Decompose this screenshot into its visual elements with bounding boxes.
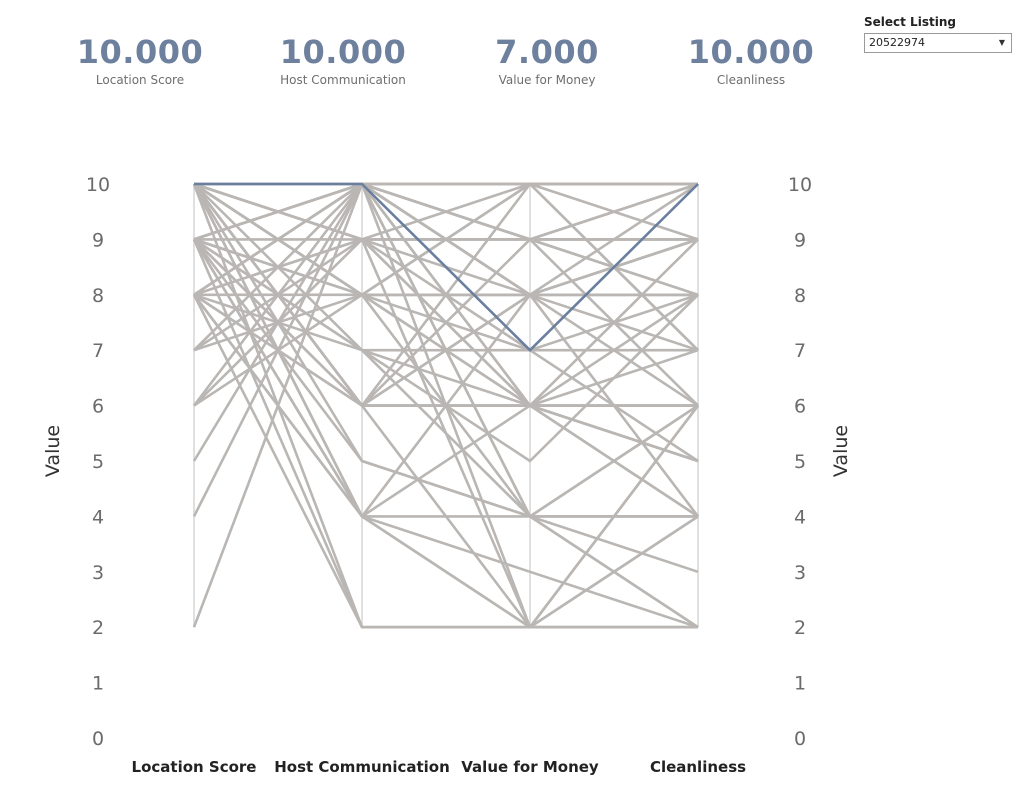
selector-label: Select Listing — [864, 15, 956, 29]
y-tick-label-left: 0 — [92, 728, 104, 750]
kpi-value: 10.000 — [279, 33, 407, 71]
kpi-location-score: 10.000 Location Score — [40, 32, 240, 87]
kpi-value: 10.000 — [76, 33, 204, 71]
y-tick-label-right: 0 — [794, 728, 806, 750]
kpi-label: Location Score — [95, 73, 185, 87]
y-tick-label-left: 4 — [92, 506, 104, 528]
series-line — [192, 183, 698, 518]
highlight-line — [194, 182, 699, 352]
listing-dropdown[interactable]: 20522974 ▼ — [864, 33, 1012, 53]
kpi-label: Host Communication — [280, 73, 406, 87]
y-axis-title-left: Value — [42, 425, 64, 477]
y-tick-label-right: 7 — [794, 340, 806, 362]
y-tick-label-right: 6 — [794, 396, 806, 418]
kpi-value: 7.000 — [495, 33, 599, 71]
y-tick-label-left: 2 — [92, 617, 104, 639]
y-tick-label-right: 5 — [794, 451, 806, 473]
kpi-value: 10.000 — [687, 33, 815, 71]
dimension-label: Location Score — [132, 758, 257, 776]
dimension-label: Value for Money — [461, 758, 599, 776]
labels-layer: 0 0 1 1 2 2 3 3 4 4 5 5 6 6 7 7 8 8 9 9 10 10 Value Value Locati… — [42, 174, 852, 776]
y-tick-label-left: 8 — [92, 285, 104, 307]
kpi-value-for-money: 7.000 Value for Money — [447, 32, 647, 87]
y-tick-label-right: 9 — [794, 229, 806, 251]
kpi-label: Value for Money — [498, 73, 596, 87]
kpi-label: Cleanliness — [716, 73, 786, 87]
y-tick-label-right: 10 — [788, 174, 812, 196]
y-tick-label-right: 4 — [794, 506, 806, 528]
y-tick-label-left: 1 — [92, 673, 104, 695]
y-tick-label-right: 3 — [794, 562, 806, 584]
chevron-down-icon[interactable]: ▼ — [998, 38, 1005, 47]
y-tick-label-left: 5 — [92, 451, 104, 473]
y-tick-label-right: 8 — [794, 285, 806, 307]
y-axis-title-right: Value — [830, 425, 852, 477]
y-tick-label-left: 7 — [92, 340, 104, 362]
y-tick-label-right: 2 — [794, 617, 806, 639]
dimension-label: Cleanliness — [650, 758, 746, 776]
y-tick-label-left: 6 — [92, 396, 104, 418]
series-line — [193, 182, 698, 629]
lines-layer — [192, 182, 700, 629]
dropdown-value: 20522974 — [869, 36, 925, 49]
y-tick-label-left: 9 — [92, 229, 104, 251]
y-tick-label-left: 10 — [86, 174, 110, 196]
kpi-cleanliness: 10.000 Cleanliness — [651, 32, 851, 87]
series-line — [193, 238, 699, 463]
y-tick-label-right: 1 — [794, 673, 806, 695]
y-tick-label-left: 3 — [92, 562, 104, 584]
highlight-layer — [194, 182, 699, 352]
dimension-label: Host Communication — [274, 758, 450, 776]
listing-selector: Select Listing 20522974 ▼ — [864, 15, 1012, 53]
kpi-host-communication: 10.000 Host Communication — [243, 32, 443, 87]
